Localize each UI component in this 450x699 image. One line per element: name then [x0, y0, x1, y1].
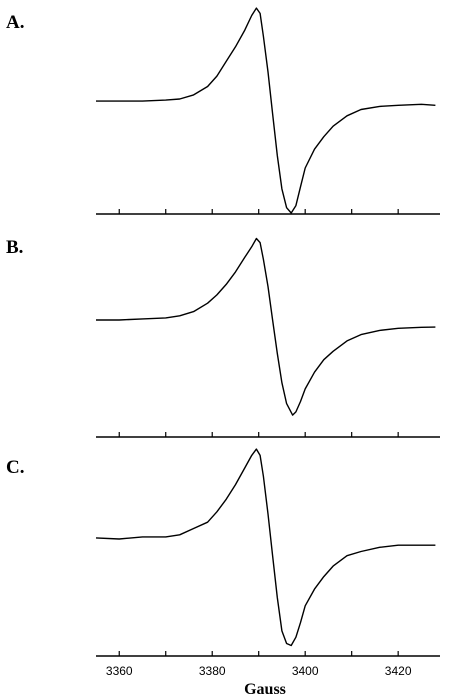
spectrum-line	[96, 237, 436, 416]
panel-label: C.	[6, 457, 24, 478]
panel-label: B.	[6, 237, 23, 258]
x-tick-label: 3360	[106, 664, 133, 678]
spectrum-line	[96, 7, 436, 214]
x-tick-label: 3380	[199, 664, 226, 678]
x-axis-label: Gauss	[244, 681, 286, 698]
panel-label: A.	[6, 12, 24, 33]
x-tick-label: 3400	[292, 664, 319, 678]
spectrum-line	[95, 448, 436, 647]
x-tick-label: 3420	[385, 664, 412, 678]
